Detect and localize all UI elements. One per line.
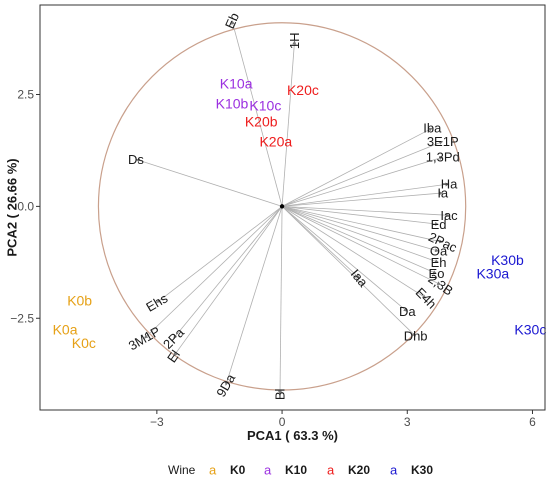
variable-label: 1,3Pd	[426, 150, 460, 165]
legend-entry-label: K20	[348, 463, 370, 477]
variable-label: Da	[399, 304, 416, 319]
legend-key-glyph: a	[209, 463, 217, 478]
observation-label: K10b	[216, 95, 249, 111]
loading-arrows	[135, 20, 450, 395]
variable-label: Ia	[437, 185, 449, 200]
variable-label: 9Da	[213, 371, 238, 400]
x-tick-label: −3	[150, 415, 164, 429]
loading-arrow	[281, 40, 297, 207]
variable-label: Ehs	[143, 290, 170, 314]
x-axis-title: PCA1 ( 63.3 %)	[247, 428, 338, 443]
variable-label: 3E1P	[427, 134, 459, 149]
variable-label: Dhb	[404, 329, 428, 344]
variable-label: Iba	[423, 121, 442, 136]
observation-label: K20a	[259, 133, 292, 149]
loading-arrow	[281, 206, 439, 263]
variable-label: Iaa	[348, 266, 372, 290]
x-tick-label: 3	[404, 415, 411, 429]
variable-label: Ed	[431, 217, 447, 232]
variable-label: Eh	[431, 255, 447, 270]
loading-arrow	[281, 206, 408, 312]
loading-arrow	[281, 206, 437, 274]
observation-label: K20c	[287, 82, 319, 98]
observation-label: K30a	[476, 266, 509, 282]
loading-arrow	[281, 206, 360, 279]
variable-label: Iac	[440, 208, 458, 223]
variable-label: Eb	[222, 10, 242, 31]
legend-entry-label: K10	[285, 463, 307, 477]
y-tick-label: 0.0	[17, 199, 34, 213]
loading-arrow	[135, 158, 283, 207]
loading-arrow	[281, 127, 433, 207]
x-axis: −3 0 3 6	[150, 410, 536, 429]
variable-label: Bl	[272, 388, 287, 400]
y-axis-title: PCA2 ( 26.66 %)	[5, 158, 20, 256]
variable-label: Ha	[441, 177, 458, 192]
legend-key-glyph: a	[390, 463, 398, 478]
origin-point	[279, 204, 285, 209]
loading-arrow	[281, 156, 444, 207]
loading-arrow	[230, 20, 283, 207]
loading-arrow	[282, 191, 444, 207]
legend-key-glyph: a	[264, 463, 272, 478]
loading-arrow	[281, 205, 439, 253]
variable-label: Ds	[128, 152, 144, 167]
observation-label: K20b	[245, 113, 278, 129]
plot-area: Eb1HDsIba3E1P1,3PdHaIaIacEd2PacOaEhEo2,3…	[39, 4, 547, 411]
legend: Wine a K0 a K10 a K20 a K30	[168, 463, 433, 478]
legend-title: Wine	[168, 463, 196, 477]
loading-arrow	[281, 206, 442, 286]
loading-arrow	[156, 206, 283, 303]
loading-arrow	[282, 205, 439, 226]
loading-arrow	[144, 206, 283, 339]
loading-arrow	[281, 206, 427, 299]
panel-border	[39, 4, 546, 411]
loading-arrow	[282, 205, 450, 218]
x-tick-label: 6	[529, 415, 536, 429]
y-tick-label: 2.5	[17, 88, 34, 102]
observation-label: K0a	[53, 321, 78, 337]
loading-arrow	[281, 205, 444, 244]
loading-arrow	[278, 206, 283, 395]
observation-label: K10a	[220, 75, 253, 91]
observation-label: K30b	[491, 252, 524, 268]
y-tick-label: −2.5	[10, 311, 34, 325]
legend-entry-label: K0	[230, 463, 246, 477]
loading-arrow	[173, 206, 283, 357]
variable-label: Oa	[430, 244, 448, 259]
observation-label: K10c	[249, 98, 281, 114]
loading-arrow	[281, 140, 444, 207]
y-axis: −2.5 0.0 2.5	[10, 88, 40, 325]
variable-label: 1H	[287, 32, 302, 49]
variable-label: Eo	[429, 266, 445, 281]
correlation-circle	[97, 22, 467, 391]
observation-label: K30c	[514, 321, 546, 337]
observation-label: K0b	[67, 292, 92, 308]
loading-arrow	[173, 206, 283, 339]
observation-label: K0c	[72, 335, 96, 351]
loading-arrow	[224, 206, 283, 386]
legend-entry-label: K30	[411, 463, 433, 477]
loading-arrow	[281, 206, 416, 337]
loading-arrow	[282, 182, 450, 207]
legend-key-glyph: a	[327, 463, 335, 478]
x-tick-label: 0	[279, 415, 286, 429]
